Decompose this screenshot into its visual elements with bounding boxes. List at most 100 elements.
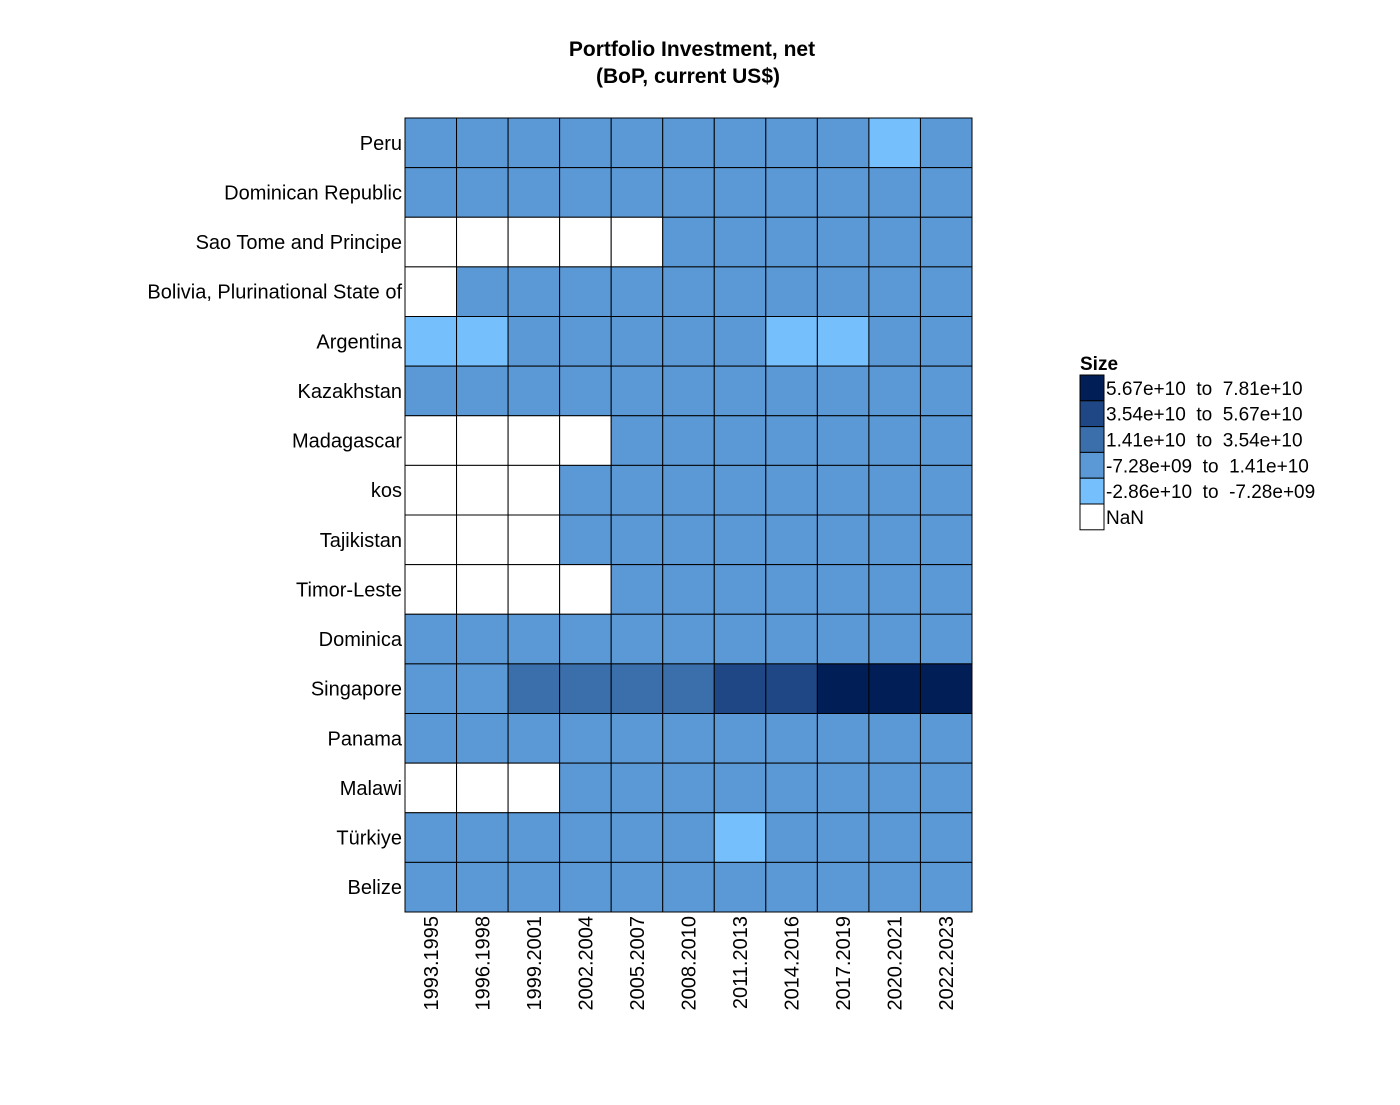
heatmap-cell-t-rkiye-2022-2023 <box>919 812 973 863</box>
x-tick-label: 2017.2019 <box>833 916 855 1011</box>
x-tick-label: 2014.2016 <box>782 916 804 1011</box>
heatmap-cell-panama-2020-2021 <box>868 713 921 764</box>
heatmap-cell-tajikistan-1996-1998 <box>456 514 509 566</box>
heatmap-cell-dominica-2022-2023 <box>919 613 973 665</box>
heatmap-cell-tajikistan-2022-2023 <box>919 514 973 566</box>
heatmap-cell-t-rkiye-2020-2021 <box>868 812 921 863</box>
heatmap-cell-panama-2011-2013 <box>713 713 767 764</box>
heatmap-cell-timor-leste-1996-1998 <box>456 564 509 615</box>
y-tick-label: Belize <box>348 877 402 899</box>
heatmap-cell-kos-2022-2023 <box>919 464 973 516</box>
heatmap-cell-kazakhstan-1999-2001 <box>507 365 561 417</box>
heatmap-cell-tajikistan-1999-2001 <box>507 514 561 566</box>
heatmap-cell-belize-2011-2013 <box>713 861 767 913</box>
heatmap-cell-t-rkiye-2017-2019 <box>816 812 870 863</box>
heatmap-cell-kos-2002-2004 <box>559 464 612 516</box>
heatmap-cell-madagascar-2022-2023 <box>919 415 973 466</box>
heatmap-cell-dominican-republic-1993-1995 <box>404 167 458 218</box>
heatmap-cell-kazakhstan-1993-1995 <box>404 365 458 417</box>
heatmap-cell-argentina-2002-2004 <box>559 316 612 367</box>
heatmap-cells <box>404 117 973 913</box>
heatmap-cell-dominican-republic-1996-1998 <box>456 167 509 218</box>
heatmap-cell-bolivia-plurinational-state-of-2002-2004 <box>559 266 612 317</box>
heatmap-cell-sao-tome-and-principe-1996-1998 <box>456 216 509 268</box>
heatmap-cell-sao-tome-and-principe-2020-2021 <box>868 216 921 268</box>
heatmap-cell-dominican-republic-2017-2019 <box>816 167 870 218</box>
heatmap-cell-kazakhstan-2014-2016 <box>765 365 818 417</box>
heatmap-cell-kos-1993-1995 <box>404 464 458 516</box>
heatmap-cell-malawi-2008-2010 <box>662 762 715 814</box>
heatmap-cell-dominica-1996-1998 <box>456 613 509 665</box>
heatmap-cell-panama-1996-1998 <box>456 713 509 764</box>
heatmap-cell-belize-2005-2007 <box>610 861 664 913</box>
heatmap-cell-peru-2011-2013 <box>713 117 767 169</box>
y-tick-label: Kazakhstan <box>297 381 402 403</box>
heatmap-cell-peru-2005-2007 <box>610 117 664 169</box>
heatmap-cell-madagascar-2011-2013 <box>713 415 767 466</box>
legend-swatch <box>1079 503 1105 531</box>
y-axis-labels: Peru Dominican Republic Sao Tome and Princ… <box>147 133 402 899</box>
heatmap-cell-peru-2002-2004 <box>559 117 612 169</box>
heatmap-cell-dominica-1993-1995 <box>404 613 458 665</box>
heatmap-cell-kazakhstan-2011-2013 <box>713 365 767 417</box>
heatmap-cell-tajikistan-2014-2016 <box>765 514 818 566</box>
heatmap-cell-bolivia-plurinational-state-of-2008-2010 <box>662 266 715 317</box>
heatmap-cell-malawi-2014-2016 <box>765 762 818 814</box>
heatmap-cell-sao-tome-and-principe-2008-2010 <box>662 216 715 268</box>
x-tick-label: 1996.1998 <box>472 916 494 1011</box>
heatmap-cell-bolivia-plurinational-state-of-2014-2016 <box>765 266 818 317</box>
heatmap-cell-peru-1999-2001 <box>507 117 561 169</box>
heatmap-cell-malawi-2017-2019 <box>816 762 870 814</box>
heatmap-cell-kos-1996-1998 <box>456 464 509 516</box>
heatmap-cell-bolivia-plurinational-state-of-2022-2023 <box>919 266 973 317</box>
heatmap-cell-sao-tome-and-principe-2022-2023 <box>919 216 973 268</box>
heatmap-cell-timor-leste-2020-2021 <box>868 564 921 615</box>
heatmap-cell-t-rkiye-2002-2004 <box>559 812 612 863</box>
heatmap-cell-argentina-2014-2016 <box>765 316 818 367</box>
heatmap-cell-tajikistan-1993-1995 <box>404 514 458 566</box>
heatmap-cell-panama-1999-2001 <box>507 713 561 764</box>
heatmap-cell-dominican-republic-2008-2010 <box>662 167 715 218</box>
y-tick-label: Timor-Leste <box>296 579 402 601</box>
y-tick-label: Malawi <box>340 778 402 800</box>
heatmap-cell-panama-2002-2004 <box>559 713 612 764</box>
heatmap-cell-timor-leste-1999-2001 <box>507 564 561 615</box>
legend-label: NaN <box>1106 508 1144 529</box>
heatmap-cell-madagascar-2014-2016 <box>765 415 818 466</box>
heatmap-cell-belize-2020-2021 <box>868 861 921 913</box>
heatmap-cell-dominica-2017-2019 <box>816 613 870 665</box>
heatmap-cell-belize-1993-1995 <box>404 861 458 913</box>
heatmap-cell-tajikistan-2020-2021 <box>868 514 921 566</box>
heatmap-cell-belize-2002-2004 <box>559 861 612 913</box>
heatmap-cell-singapore-2008-2010 <box>662 663 715 714</box>
heatmap-cell-belize-1996-1998 <box>456 861 509 913</box>
heatmap-cell-sao-tome-and-principe-2011-2013 <box>713 216 767 268</box>
heatmap-cell-dominican-republic-1999-2001 <box>507 167 561 218</box>
heatmap-cell-t-rkiye-1999-2001 <box>507 812 561 863</box>
heatmap-cell-peru-2014-2016 <box>765 117 818 169</box>
heatmap-cell-madagascar-2002-2004 <box>559 415 612 466</box>
heatmap-cell-kos-2008-2010 <box>662 464 715 516</box>
legend-label: 5.67e+10 to 7.81e+10 <box>1106 379 1303 400</box>
y-tick-label: Dominican Republic <box>224 182 402 204</box>
x-tick-label: 2022.2023 <box>936 916 958 1011</box>
y-tick-label: Tajikistan <box>320 530 402 552</box>
heatmap-cell-belize-1999-2001 <box>507 861 561 913</box>
heatmap-cell-argentina-1996-1998 <box>456 316 509 367</box>
legend-label: 3.54e+10 to 5.67e+10 <box>1106 405 1303 426</box>
heatmap-cell-dominica-2008-2010 <box>662 613 715 665</box>
heatmap-cell-belize-2008-2010 <box>662 861 715 913</box>
heatmap-cell-timor-leste-2011-2013 <box>713 564 767 615</box>
x-tick-label: 1993.1995 <box>421 916 443 1011</box>
heatmap-cell-t-rkiye-2008-2010 <box>662 812 715 863</box>
y-tick-label: Bolivia, Plurinational State of <box>147 282 402 304</box>
heatmap-cell-singapore-2014-2016 <box>765 663 818 714</box>
heatmap-cell-kazakhstan-2002-2004 <box>559 365 612 417</box>
heatmap-cell-timor-leste-2014-2016 <box>765 564 818 615</box>
heatmap-cell-kazakhstan-1996-1998 <box>456 365 509 417</box>
heatmap-cell-panama-1993-1995 <box>404 713 458 764</box>
heatmap-cell-t-rkiye-1993-1995 <box>404 812 458 863</box>
heatmap-cell-malawi-1996-1998 <box>456 762 509 814</box>
heatmap-cell-bolivia-plurinational-state-of-1999-2001 <box>507 266 561 317</box>
